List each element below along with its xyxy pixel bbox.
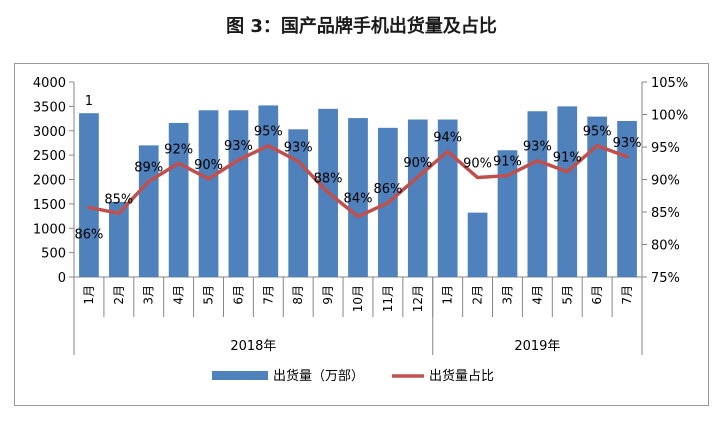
x-tick-label: 5月	[560, 285, 574, 305]
x-tick-label: 5月	[202, 285, 216, 305]
chart-frame	[14, 63, 709, 406]
bar-13	[437, 119, 458, 277]
bar-15	[497, 150, 518, 277]
x-tick-label: 9月	[321, 285, 335, 305]
left-axis-tick-label: 2500	[33, 149, 66, 164]
bar-12	[407, 119, 428, 277]
legend-bar-swatch	[212, 371, 268, 380]
right-axis-tick-label: 100%	[651, 109, 688, 124]
line-data-label: 89%	[134, 160, 163, 175]
left-axis-tick-label: 0	[58, 271, 66, 286]
left-axis-tick-label: 1000	[33, 222, 66, 237]
line-data-label: 85%	[104, 192, 133, 207]
right-axis-tick-label: 90%	[651, 174, 680, 189]
bar-4	[168, 122, 189, 277]
right-axis-tick-label: 85%	[651, 206, 680, 221]
line-data-label: 92%	[164, 142, 193, 157]
x-tick-label: 11月	[381, 285, 395, 312]
right-axis-tick-label: 105%	[651, 76, 688, 91]
line-data-label: 88%	[314, 172, 343, 187]
line-data-label: 93%	[523, 140, 552, 155]
chart-title: 图 3：国产品牌手机出货量及占比	[226, 16, 497, 37]
bar-data-label: 1	[85, 94, 93, 109]
left-axis-tick-label: 500	[41, 247, 66, 262]
x-tick-label: 12月	[411, 285, 425, 312]
legend-bar-label: 出货量（万部）	[273, 368, 364, 384]
bar-6	[228, 110, 249, 278]
x-tick-label: 6月	[590, 285, 604, 305]
left-axis-tick-label: 3500	[33, 100, 66, 115]
line-data-label: 94%	[433, 131, 462, 146]
line-data-label: 91%	[493, 155, 522, 170]
x-group-label: 2019年	[514, 339, 560, 354]
bar-19	[617, 121, 637, 277]
bar-10	[348, 118, 368, 277]
left-axis-tick-label: 4000	[33, 76, 66, 91]
line-data-label: 93%	[224, 139, 253, 154]
line-data-label: 90%	[403, 156, 432, 171]
line-data-label: 84%	[344, 192, 373, 207]
x-tick-label: 10月	[351, 285, 365, 312]
line-data-label: 95%	[583, 125, 612, 140]
left-axis-tick-label: 3000	[33, 125, 66, 140]
line-data-label: 91%	[553, 151, 582, 166]
x-tick-label: 1月	[441, 285, 455, 305]
x-tick-label: 7月	[261, 285, 275, 305]
x-tick-label: 6月	[231, 285, 245, 305]
bar-18	[587, 116, 608, 277]
left-axis-tick-label: 1500	[33, 198, 66, 213]
x-tick-label: 4月	[530, 285, 544, 305]
bar-14	[467, 212, 488, 277]
x-tick-label: 4月	[172, 285, 186, 305]
bar-16	[527, 111, 548, 277]
x-tick-label: 3月	[142, 285, 156, 305]
bar-1	[79, 113, 99, 277]
x-tick-label: 8月	[291, 285, 305, 305]
line-data-label: 93%	[284, 140, 313, 155]
right-axis-tick-label: 80%	[651, 239, 680, 254]
x-group-label: 2018年	[230, 339, 276, 354]
x-tick-label: 1月	[82, 285, 96, 305]
legend-line-label: 出货量占比	[429, 368, 494, 384]
x-tick-label: 3月	[500, 285, 514, 305]
x-tick-label: 2月	[112, 285, 126, 305]
line-data-label: 93%	[613, 136, 642, 151]
right-axis-tick-label: 75%	[651, 271, 680, 286]
line-data-label: 86%	[74, 227, 103, 242]
bar-2	[108, 201, 129, 277]
x-tick-label: 7月	[620, 285, 634, 305]
x-tick-label: 2月	[471, 285, 485, 305]
line-data-label: 90%	[463, 157, 492, 172]
line-data-label: 86%	[373, 182, 402, 197]
bar-5	[198, 110, 219, 278]
left-axis-tick-label: 2000	[33, 174, 66, 189]
bar-17	[557, 106, 578, 277]
line-data-label: 95%	[254, 125, 283, 140]
line-data-label: 90%	[194, 158, 223, 173]
right-axis-tick-label: 95%	[651, 141, 680, 156]
